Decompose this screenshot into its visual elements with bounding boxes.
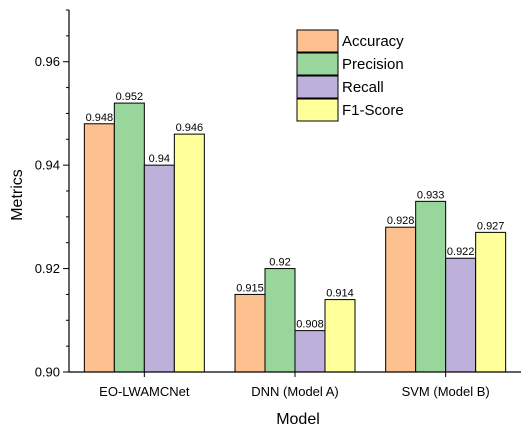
y-axis-title: Metrics [9,169,26,221]
x-tick-label: EO-LWAMCNet [99,384,190,399]
data-label: 0.92 [269,257,290,269]
bar-f1-score-1 [173,133,205,373]
legend-swatch-accuracy [296,29,339,53]
data-label: 0.927 [477,220,505,232]
y-tick-label: 0.94 [35,158,60,173]
bar-precision-3 [415,200,447,373]
bar-recall-3 [445,257,477,373]
bar-accuracy-2 [234,293,266,373]
bar-f1-score-2 [324,299,356,373]
data-label: 0.946 [176,122,204,134]
y-tick-label: 0.92 [35,261,60,276]
y-tick-label: 0.96 [35,54,60,69]
bar-accuracy-3 [385,226,417,373]
legend-label: Precision [342,56,404,73]
x-axis-title: Model [276,411,320,428]
data-label: 0.908 [296,319,324,331]
bar-recall-2 [294,330,326,373]
legend-label: Recall [342,79,384,96]
data-label: 0.933 [417,189,445,201]
bar-f1-score-3 [475,231,507,373]
legend-label: F1-Score [342,102,404,119]
legend-swatch-recall [296,75,339,99]
data-label: 0.948 [86,112,114,124]
bar-precision-2 [264,268,296,373]
legend-swatch-f1-score [296,98,339,122]
legend: Accuracy Precision Recall F1-Score [296,29,404,122]
data-label: 0.952 [116,91,144,103]
x-tick-label: DNN (Model A) [251,384,338,399]
y-tick-label: 0.90 [35,365,60,380]
bars-layer [83,102,507,373]
bar-recall-1 [143,164,175,373]
bar-accuracy-1 [83,123,115,373]
data-label: 0.915 [236,282,264,294]
bar-precision-1 [113,102,145,373]
data-label: 0.928 [387,215,415,227]
x-tick-label: SVM (Model B) [402,384,490,399]
legend-swatch-precision [296,52,339,76]
legend-label: Accuracy [342,33,404,50]
data-label: 0.914 [326,288,354,300]
data-label: 0.922 [447,246,475,258]
axes-layer: EO-LWAMCNet DNN (Model A) SVM (Model B) 0.9… [35,9,521,399]
data-label: 0.94 [149,153,170,165]
